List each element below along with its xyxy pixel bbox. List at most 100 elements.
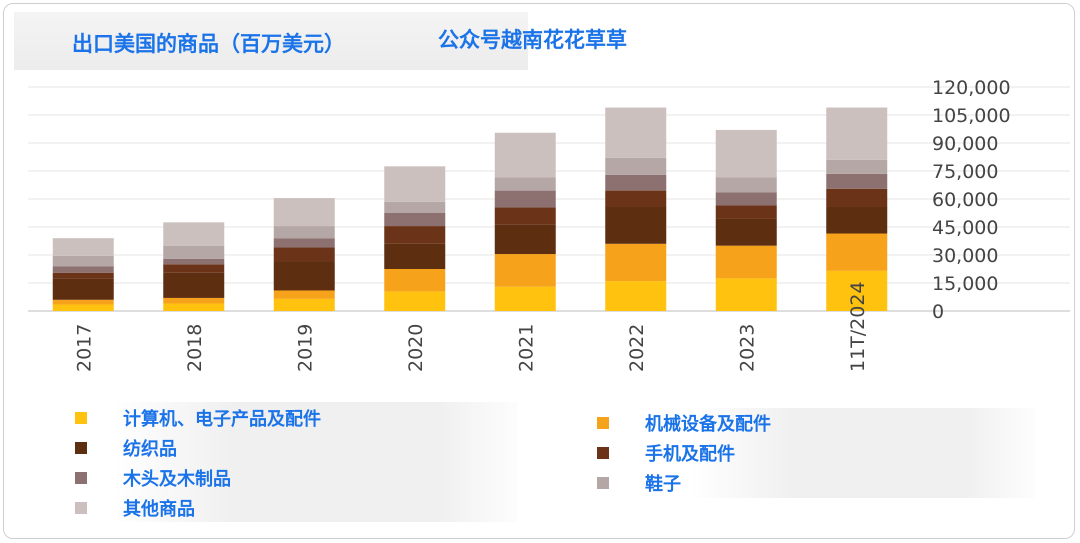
legend-item: 手机及配件 [597,440,735,466]
legend-label: 鞋子 [645,474,681,495]
bar-segment [826,188,888,207]
legend-label: 机械设备及配件 [645,414,771,435]
bar-segment [163,264,225,273]
legend-item: 计算机、电子产品及配件 [75,405,321,431]
bar-segment [715,218,777,246]
x-tick-label: 2017 [73,324,95,372]
y-tick-label: 105,000 [932,105,1011,127]
legend-label: 手机及配件 [645,444,735,465]
bar-segment [163,258,225,265]
legend-item: 鞋子 [597,470,681,496]
bar-segment [715,177,777,193]
bar-segment [163,245,225,259]
bar-segment [826,159,888,174]
bar-segment [494,177,556,191]
legend-swatch [597,477,609,489]
bar-segment [384,213,446,227]
y-tick-label: 60,000 [932,189,998,211]
y-tick-label: 120,000 [932,77,1011,99]
bar-segment [163,272,225,298]
bar-segment [273,261,335,291]
bar-segment [163,297,225,304]
legend-swatch [75,472,87,484]
bar-segment [715,278,777,311]
bar-segment [715,245,777,279]
bar-segment [605,107,667,158]
x-tick-label: 2022 [626,324,648,372]
bar-segment [52,255,114,267]
bar-segment [384,201,446,213]
bar-segment [273,247,335,262]
bar-segment [384,269,446,292]
legend-backdrop-right [690,408,1035,498]
bar-segment [605,206,667,244]
legend-label: 计算机、电子产品及配件 [123,409,321,430]
bar-segment [605,190,667,207]
image-frame [3,3,1075,539]
bar-segment [494,207,556,225]
bar-segment [273,290,335,299]
legend-swatch [75,442,87,454]
bar-segment [273,198,335,227]
bar-segment [605,174,667,191]
bar-segment [52,238,114,256]
chart-subtitle: 公众号越南花花草草 [438,28,627,52]
bar-segment [494,190,556,208]
legend-swatch [597,417,609,429]
legend-backdrop-left [112,402,518,522]
y-tick-label: 30,000 [932,245,998,267]
y-tick-label: 75,000 [932,161,998,183]
bar-segment [273,298,335,311]
chart-title: 出口美国的商品（百万美元） [72,32,345,56]
bar-segment [715,129,777,178]
y-tick-label: 90,000 [932,133,998,155]
bar-segment [273,238,335,248]
legend-swatch [75,502,87,514]
x-tick-label: 11T/2024 [847,281,869,372]
y-tick-label: 45,000 [932,217,998,239]
legend-swatch [75,412,87,424]
bar-segment [826,206,888,234]
bar-segment [384,243,446,269]
bar-segment [494,286,556,311]
x-tick-label: 2018 [184,324,206,372]
bar-segment [605,281,667,311]
legend-label: 纺织品 [123,439,177,460]
legend-item: 纺织品 [75,435,177,461]
bar-segment [273,226,335,239]
y-tick-label: 0 [932,301,944,323]
legend-item: 木头及木制品 [75,465,231,491]
legend-item: 机械设备及配件 [597,410,771,436]
x-tick-label: 2023 [736,324,758,372]
legend-swatch [597,447,609,459]
bar-segment [605,157,667,175]
bar-segment [52,278,114,300]
bar-segment [715,205,777,219]
bar-segment [163,303,225,311]
bar-segment [52,299,114,305]
bar-segment [384,226,446,244]
bar-segment [384,166,446,202]
bar-segment [494,132,556,178]
bar-segment [52,272,114,279]
y-tick-label: 15,000 [932,273,998,295]
bar-segment [826,233,888,271]
legend-label: 木头及木制品 [123,469,231,490]
bar-segment [163,222,225,246]
bar-segment [826,270,888,311]
bar-segment [826,107,888,160]
bar-segment [52,304,114,311]
bar-segment [494,254,556,287]
bar-segment [715,192,777,206]
legend-label: 其他商品 [123,499,195,520]
bar-segment [494,224,556,255]
bar-segment [826,173,888,189]
legend-item: 其他商品 [75,495,195,521]
x-tick-label: 2021 [515,324,537,372]
title-banner [14,12,528,70]
x-tick-label: 2020 [405,324,427,372]
bar-segment [605,243,667,282]
x-tick-label: 2019 [294,324,316,372]
bar-segment [52,266,114,273]
